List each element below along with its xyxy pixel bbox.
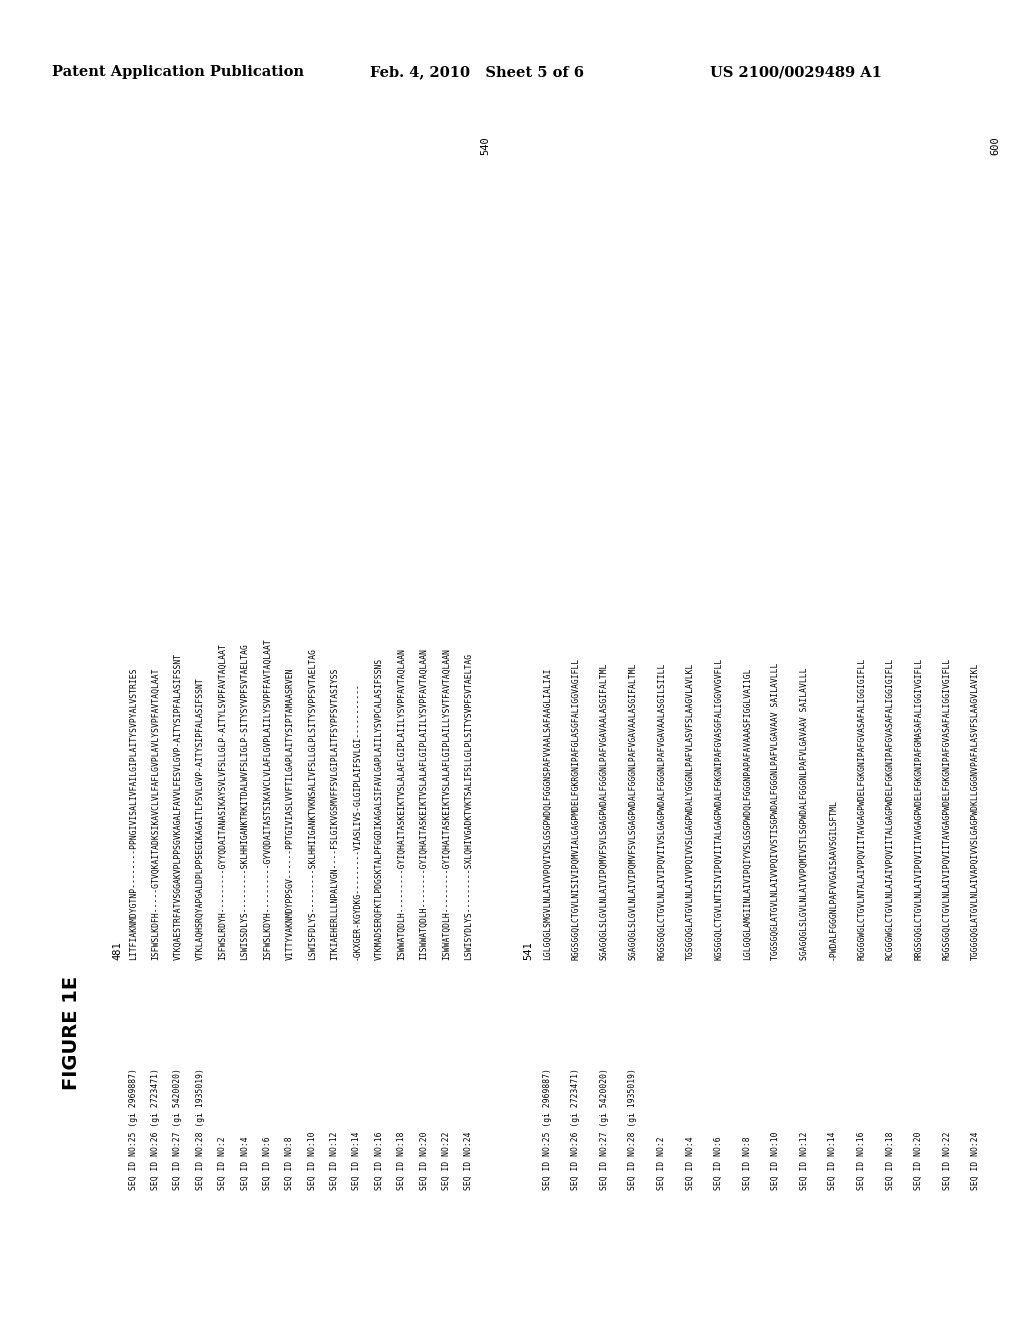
Text: ISWWATQDLH---------GYIQHAITASKEIKTVSLALAFLGIPLAILLYSVTFAVTAQLAAN: ISWWATQDLH---------GYIQHAITASKEIKTVSLALA… xyxy=(442,648,451,960)
Text: KGSGGQLCTGVLNTISIVIPQVIITALGAGPWDALFGKGNIPAFGVASGFALIGGVVGVFLL: KGSGGQLCTGVLNTISIVIPQVIITALGAGPWDALFGKGN… xyxy=(714,657,723,960)
Text: SEQ ID NO:2: SEQ ID NO:2 xyxy=(657,1137,666,1191)
Text: SEQ ID NO:14: SEQ ID NO:14 xyxy=(352,1131,361,1191)
Text: SGAGQGLSLGVLNLAIVIPQMVFSVLSGAGPWDALFGGGNLPAFVGAVAALASGIFALTML: SGAGQGLSLGVLNLAIVIPQMVFSVLSGAGPWDALFGGGN… xyxy=(600,663,609,960)
Text: SEQ ID NO:8: SEQ ID NO:8 xyxy=(742,1137,752,1191)
Text: US 2100/0029489 A1: US 2100/0029489 A1 xyxy=(710,65,882,79)
Text: VTKMADSERQFKTLPDGSKTALPFGGDIKAGALSIFAVLGAPLAIILYSVPCALASIFSSNS: VTKMADSERQFKTLPDGSKTALPFGGDIKAGALSIFAVLG… xyxy=(375,657,384,960)
Text: -GKXGER-KGYDKG---------VIASLIVS-GLGIPLAIFSVLGI-----------: -GKXGER-KGYDKG---------VIASLIVS-GLGIPLAI… xyxy=(352,682,361,960)
Text: LSWISFDLYS---------SKLHHIIGANKTVKNSALIVFSLLGLPLSITYSVPFSVTAELTAG: LSWISFDLYS---------SKLHHIIGANKTVKNSALIVF… xyxy=(307,648,316,960)
Text: LSWISSDLYS---------SKLHHIGANKTRKITDALWVFSLIGLP-SITYSYVPFSVTAELTAG: LSWISSDLYS---------SKLHHIGANKTRKITDALWVF… xyxy=(241,643,250,960)
Text: SEQ ID NO:4: SEQ ID NO:4 xyxy=(686,1137,694,1191)
Text: LSWISYDLYS---------SXLQHIVGADKTVKTSALIFSLLGLPLSITYSVPFSVTAELTAG: LSWISYDLYS---------SXLQHIVGADKTVKTSALIFS… xyxy=(464,653,473,960)
Text: SEQ ID NO:25 (gi 2969887): SEQ ID NO:25 (gi 2969887) xyxy=(129,1068,137,1191)
Text: SEQ ID NO:27 (gi 5420020): SEQ ID NO:27 (gi 5420020) xyxy=(600,1068,609,1191)
Text: RGGGGWGLCTGVLNTALAIVPQVIITAVGAGPWDELFGKGNIPAFGVASAFALIGGIGIFLL: RGGGGWGLCTGVLNTALAIVPQVIITAVGAGPWDELFGKG… xyxy=(857,657,866,960)
Text: SEQ ID NO:27 (gi 5420020): SEQ ID NO:27 (gi 5420020) xyxy=(173,1068,182,1191)
Text: 600: 600 xyxy=(990,136,1000,154)
Text: -PWDALFGGGNLPAFVVGAISAAVSGILSFTML: -PWDALFGGGNLPAFVVGAISAAVSGILSFTML xyxy=(828,799,838,960)
Text: SEQ ID NO:24: SEQ ID NO:24 xyxy=(971,1131,980,1191)
Text: ISWWATQDLH---------GYIQHAITASKEIKTVSLALAFLGIPLAIILYSVPFAVTAQLAAN: ISWWATQDLH---------GYIQHAITASKEIKTVSLALA… xyxy=(397,648,407,960)
Text: SEQ ID NO:16: SEQ ID NO:16 xyxy=(857,1131,866,1191)
Text: LITFIAKNMDYGTNP--------PPNGIVISALIVFAILGIPLAITYSVPYALVSTRIES: LITFIAKNMDYGTNP--------PPNGIVISALIVFAILG… xyxy=(129,668,137,960)
Text: SEQ ID NO:25 (gi 2969887): SEQ ID NO:25 (gi 2969887) xyxy=(543,1068,552,1191)
Text: RGGSGGQLCTGVLNLAIVIPQVIITAVGAGPWDELFGKGNIPAFGVASAFALIGGIVGIFLL: RGGSGGQLCTGVLNLAIVIPQVIITAVGAGPWDELFGKGN… xyxy=(943,657,951,960)
Text: LGLGQGLSMGVLNLAIVVPQVIVSLGSGPWDQLFGGGNSPAFVVAALSAFAAGLIALIAI: LGLGQGLSMGVLNLAIVVPQVIVSLGSGPWDQLFGGGNSP… xyxy=(543,668,552,960)
Text: ISFWSLRDYH---------GYYQDAITANASIKAYSVLVFSLLGLP-AITYLSVPFAVTAQLAAT: ISFWSLRDYH---------GYYQDAITANASIKAYSVLVF… xyxy=(218,643,227,960)
Text: 481: 481 xyxy=(112,941,122,960)
Text: RGGSGQGLCTGVLNLAIVIPQVIIVSLGAGPWDALFGGGNLPAFVGAVAALASGILSIILL: RGGSGQGLCTGVLNLAIVIPQVIIVSLGAGPWDALFGGGN… xyxy=(657,663,666,960)
Text: SEQ ID NO:4: SEQ ID NO:4 xyxy=(241,1137,250,1191)
Text: SEQ ID NO:26 (gi 2723471): SEQ ID NO:26 (gi 2723471) xyxy=(152,1068,160,1191)
Text: TGGGGQGLATGVLNLAIVAPQIVVSLGAGPWDKLLGGGNVPAFALASVFSLAAGVLAVIKL: TGGGGQGLATGVLNLAIVAPQIVVSLGAGPWDKLLGGGNV… xyxy=(971,663,980,960)
Text: SEQ ID NO:22: SEQ ID NO:22 xyxy=(442,1131,451,1191)
Text: RCGGGWGLCTGVLNLAIAIVPQVIITALGAGPWDELFGKGNIPAFGVASAFALIGGIGIFLL: RCGGGWGLCTGVLNLAIAIVPQVIITALGAGPWDELFGKG… xyxy=(886,657,895,960)
Text: Feb. 4, 2010   Sheet 5 of 6: Feb. 4, 2010 Sheet 5 of 6 xyxy=(370,65,584,79)
Text: SEQ ID NO:28 (gi 1935019): SEQ ID NO:28 (gi 1935019) xyxy=(196,1068,205,1191)
Text: TGGSGQGLATGVLNLAIVVPQIVVSTISGPWDALFGGGNLPAFVLGAVAAV SAILAVLLL: TGGSGQGLATGVLNLAIVVPQIVVSTISGPWDALFGGGNL… xyxy=(771,663,780,960)
Text: SEQ ID NO:20: SEQ ID NO:20 xyxy=(420,1131,429,1191)
Text: SGAGQGLSLGVLNLAIVIPQMVFSVLSGAGPWDALFGGGNLPAFVGAVAALASGIFALTML: SGAGQGLSLGVLNLAIVIPQMVFSVLSGAGPWDALFGGGN… xyxy=(629,663,638,960)
Text: LGLGQGLAMGIINLAIVIPQIYVSLGSGPWDQLFGGGNPAPAFAVAAASFIGGLVAI1GL: LGLGQGLAMGIINLAIVIPQIYVSLGSGPWDQLFGGGNPA… xyxy=(742,668,752,960)
Text: SEQ ID NO:10: SEQ ID NO:10 xyxy=(771,1131,780,1191)
Text: IISWWATQDLH--------GYIQHAITASKEIKTVSLALAFLGIPLAIILYSVPFAVTAQLAAN: IISWWATQDLH--------GYIQHAITASKEIKTVSLALA… xyxy=(420,648,429,960)
Text: ISFWSLKDYH----------GYVQDAITASTSIKAVCLVLAFLGVPLAIILYSVPFFAVTAQLAAT: ISFWSLKDYH----------GYVQDAITASTSIKAVCLVL… xyxy=(263,639,272,960)
Text: SEQ ID NO:16: SEQ ID NO:16 xyxy=(375,1131,384,1191)
Text: FIGURE 1E: FIGURE 1E xyxy=(62,975,81,1090)
Text: SEQ ID NO:14: SEQ ID NO:14 xyxy=(828,1131,838,1191)
Text: SEQ ID NO:6: SEQ ID NO:6 xyxy=(263,1137,272,1191)
Text: SEQ ID NO:10: SEQ ID NO:10 xyxy=(307,1131,316,1191)
Text: SEQ ID NO:18: SEQ ID NO:18 xyxy=(886,1131,895,1191)
Text: SEQ ID NO:12: SEQ ID NO:12 xyxy=(330,1131,339,1191)
Text: VTKQAESTRFATVSGGAKVPLPPSGVKAGALFAVVLFESVLGVP-AITYSIPFALASIFSSNT: VTKQAESTRFATVSGGAKVPLPPSGVKAGALFAVVLFESV… xyxy=(173,653,182,960)
Text: ISFWSLKDFH-----GTVQKAITADKSIKAVCLVLFAFLGVPLAVLYSVPFAVTAQLAAT: ISFWSLKDFH-----GTVQKAITADKSIKAVCLVLFAFLG… xyxy=(152,668,160,960)
Text: SEQ ID NO:26 (gi 2723471): SEQ ID NO:26 (gi 2723471) xyxy=(571,1068,581,1191)
Text: TGSGGQGLATGVLNLAIVVPQIVVSLGAGPWDALYGGGNLPAFVLASVFSLAAGVLAVLKL: TGSGGQGLATGVLNLAIVVPQIVVSLGAGPWDALYGGGNL… xyxy=(686,663,694,960)
Text: VITTYVAKNMDYPPSGV------PPTGIVIASLVVFTILGAPLAITYSIPTAMAASRVEN: VITTYVAKNMDYPPSGV------PPTGIVIASLVVFTILG… xyxy=(286,668,294,960)
Text: SGAGQGLSLGVLNLAIVVPQMIVSTLSGPWDALFGGGNLPAFVLGAVAAV SAILAVLLL: SGAGQGLSLGVLNLAIVVPQMIVSTLSGPWDALFGGGNLP… xyxy=(800,668,809,960)
Text: RGGSGGQLCTGVLNISIVIPQMVIALGAGPMDELFGKRGNIPAFGLASGFALIGGVAGIFLL: RGGSGGQLCTGVLNISIVIPQMVIALGAGPMDELFGKRGN… xyxy=(571,657,581,960)
Text: SEQ ID NO:24: SEQ ID NO:24 xyxy=(464,1131,473,1191)
Text: Patent Application Publication: Patent Application Publication xyxy=(52,65,304,79)
Text: SEQ ID NO:18: SEQ ID NO:18 xyxy=(397,1131,407,1191)
Text: RRGSGQGLCTGVLNLAIVIPQVIITAVGAGPWDELFGKGNIPAFGMASAFALIGGIVGIFLL: RRGSGQGLCTGVLNLAIVIPQVIITAVGAGPWDELFGKGN… xyxy=(914,657,923,960)
Text: SEQ ID NO:28 (gi 1935019): SEQ ID NO:28 (gi 1935019) xyxy=(629,1068,638,1191)
Text: SEQ ID NO:20: SEQ ID NO:20 xyxy=(914,1131,923,1191)
Text: SEQ ID NO:6: SEQ ID NO:6 xyxy=(714,1137,723,1191)
Text: SEQ ID NO:2: SEQ ID NO:2 xyxy=(218,1137,227,1191)
Text: SEQ ID NO:22: SEQ ID NO:22 xyxy=(943,1131,951,1191)
Text: 541: 541 xyxy=(523,941,534,960)
Text: ITKIAEHERLLLNPALVGN----FSLGIKVGSMVFFSVLGIPLAITFSYPFSVTASIYSS: ITKIAEHERLLLNPALVGN----FSLGIKVGSMVFFSVLG… xyxy=(330,668,339,960)
Text: SEQ ID NO:8: SEQ ID NO:8 xyxy=(286,1137,294,1191)
Text: VTKLAQHSRQYAPGALDPLPPSEGIKAGAITLFSVLGVP-AITYSIPFALASIFSSNT: VTKLAQHSRQYAPGALDPLPPSEGIKAGAITLFSVLGVP-… xyxy=(196,677,205,960)
Text: SEQ ID NO:12: SEQ ID NO:12 xyxy=(800,1131,809,1191)
Text: 540: 540 xyxy=(480,136,490,154)
